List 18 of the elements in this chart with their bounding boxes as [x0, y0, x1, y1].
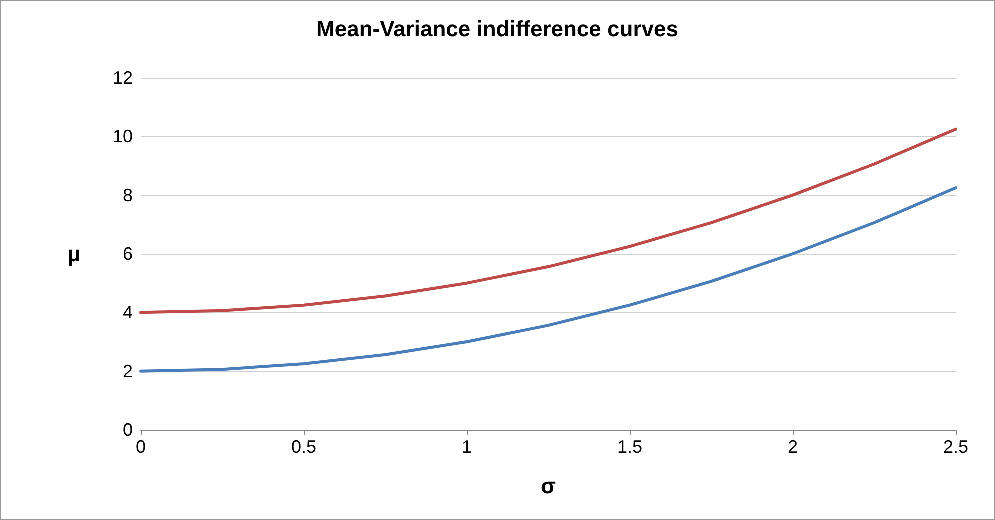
line-series	[140, 186, 958, 373]
y-tick-label: 0	[122, 420, 133, 440]
x-tick-label: 0	[136, 437, 146, 457]
y-tick-label: 2	[122, 361, 133, 382]
x-tick-label: 1.5	[617, 437, 643, 457]
x-tick-label: 0.5	[291, 437, 317, 457]
y-tick-label: 12	[112, 68, 133, 88]
y-tick-label: 6	[122, 244, 133, 264]
x-tick-label: 1	[462, 437, 472, 457]
x-axis-title: σ	[540, 474, 556, 498]
y-tick-label: 4	[122, 302, 133, 323]
x-tick-label: 2.5	[943, 437, 969, 457]
x-tick-label: 2	[788, 437, 798, 457]
y-tick-label: 8	[122, 185, 133, 206]
chart-title: Mean-Variance indifference curves	[316, 16, 678, 42]
y-tick-label: 10	[112, 126, 133, 147]
y-axis-title: μ	[68, 242, 81, 266]
line-series	[140, 128, 958, 314]
